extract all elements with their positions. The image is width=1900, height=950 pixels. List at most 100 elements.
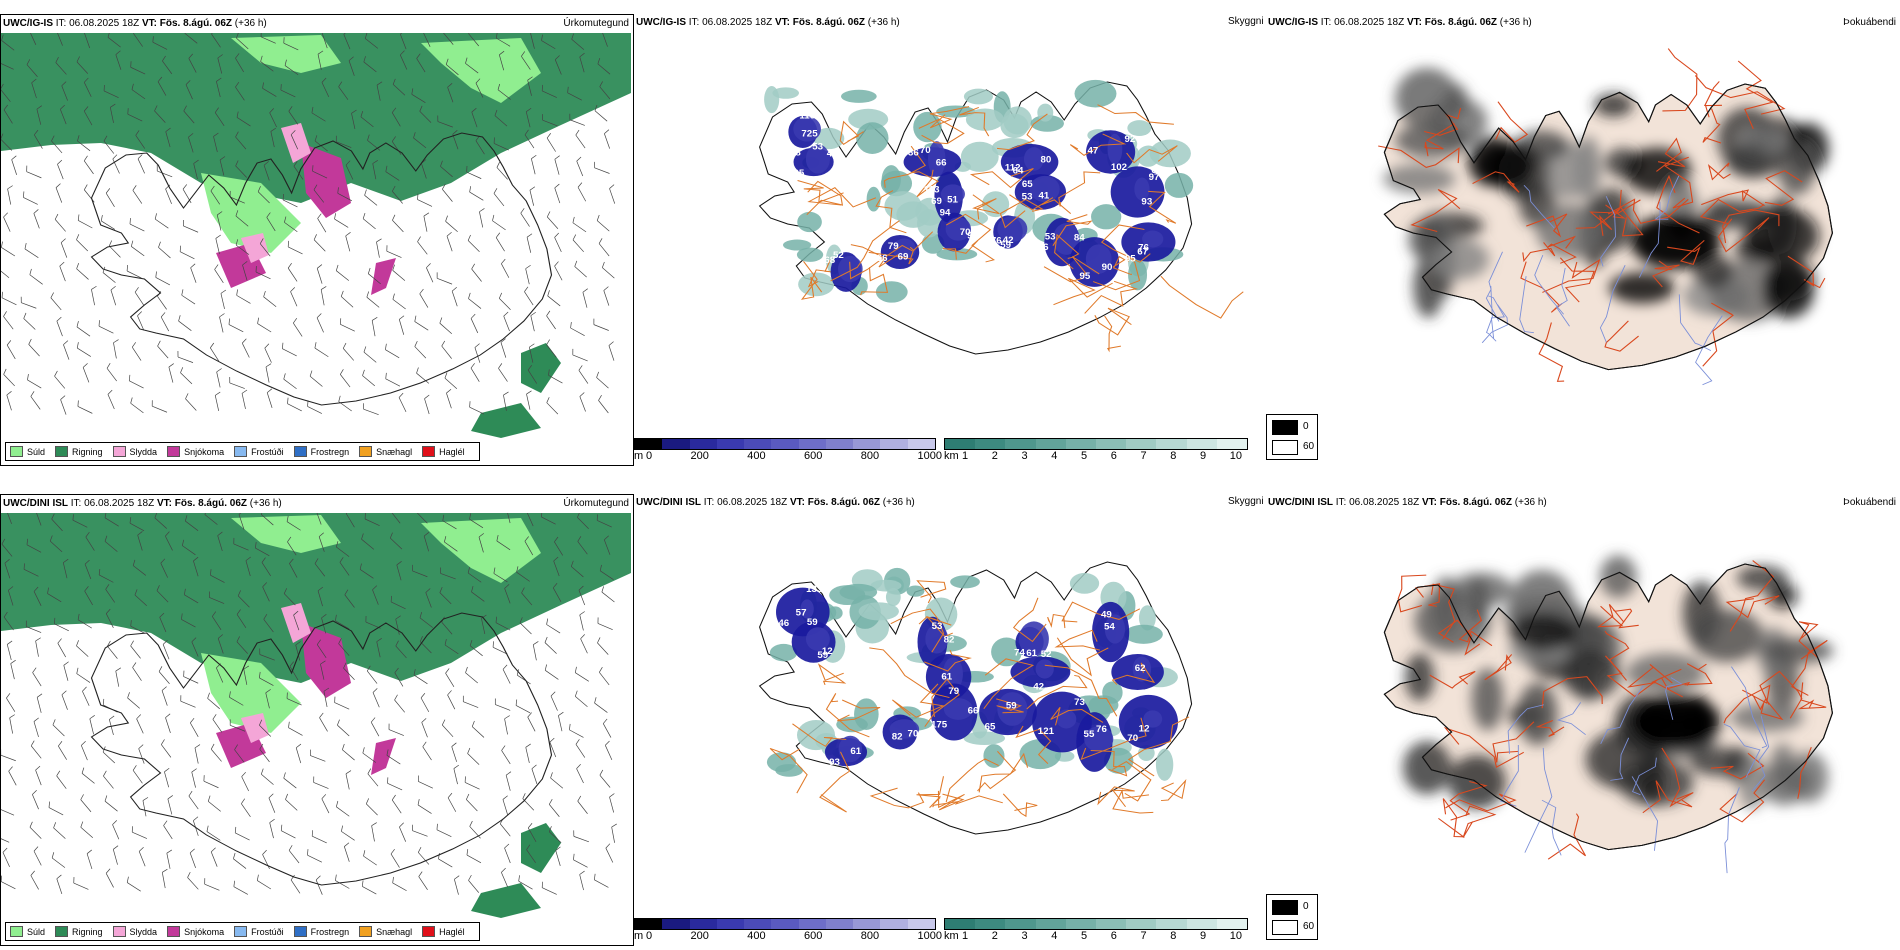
wind-barb bbox=[49, 540, 63, 553]
wind-barb bbox=[51, 518, 63, 532]
wind-barb-flag bbox=[338, 81, 343, 87]
wind-barb-flag bbox=[237, 590, 241, 596]
wind-barb bbox=[203, 780, 219, 789]
legend-swatch bbox=[293, 446, 307, 457]
road bbox=[1492, 721, 1535, 763]
cloud-base-value: 65 bbox=[1022, 179, 1033, 189]
wind-barb-flag bbox=[77, 214, 80, 221]
wind-barb-flag bbox=[578, 365, 583, 371]
road bbox=[769, 747, 808, 794]
wind-barb bbox=[317, 54, 322, 70]
wind-barb bbox=[572, 354, 588, 362]
wind-barb-flag bbox=[207, 692, 210, 699]
fog-index-shading bbox=[1383, 67, 1829, 322]
wind-barb bbox=[529, 347, 534, 363]
wind-barb bbox=[55, 187, 63, 203]
wind-barb bbox=[611, 827, 615, 843]
wind-barb-flag bbox=[367, 768, 372, 774]
wind-barb bbox=[6, 394, 12, 411]
wind-barb bbox=[603, 539, 611, 555]
wind-barb bbox=[182, 545, 196, 556]
colorbar-segment bbox=[771, 919, 799, 929]
fog-index-area bbox=[1762, 637, 1834, 664]
wind-barb-flag bbox=[601, 586, 604, 593]
wind-barb bbox=[152, 405, 168, 413]
wind-barb bbox=[554, 265, 563, 281]
wind-barb bbox=[281, 830, 296, 839]
wind-barb-flag bbox=[548, 798, 553, 805]
wind-barb bbox=[52, 724, 65, 737]
wind-barb-flag bbox=[235, 160, 239, 167]
wind-barb bbox=[184, 594, 199, 604]
wind-barb bbox=[217, 638, 224, 654]
wind-barb-flag bbox=[129, 517, 132, 524]
wind-barb-flag bbox=[245, 556, 251, 561]
wind-barb bbox=[58, 745, 67, 760]
wind-barb bbox=[23, 318, 36, 330]
wind-barb-flag bbox=[105, 608, 111, 614]
wind-barb-flag bbox=[57, 159, 63, 165]
wind-barb bbox=[531, 158, 536, 175]
wind-barb-flag bbox=[105, 188, 111, 194]
wind-barb bbox=[442, 188, 453, 202]
wind-barb-flag bbox=[165, 127, 171, 132]
wind-barb bbox=[76, 673, 91, 683]
colorbar-tick: 10 bbox=[1229, 930, 1242, 942]
cloud-base-blob-inner bbox=[805, 627, 830, 651]
wind-barb-flag bbox=[190, 263, 196, 269]
wind-barb bbox=[417, 199, 433, 207]
wind-barb bbox=[184, 33, 198, 44]
wind-barb bbox=[259, 243, 271, 257]
wind-barb-flag bbox=[340, 290, 344, 297]
wind-barb-flag bbox=[32, 667, 37, 673]
cloud-base-blob-inner bbox=[1052, 223, 1080, 255]
wind-barb-flag bbox=[341, 825, 344, 832]
road bbox=[1445, 793, 1517, 812]
road bbox=[1112, 789, 1154, 814]
road bbox=[1541, 676, 1603, 709]
road bbox=[983, 658, 1035, 710]
cloud-base-value: 76 bbox=[1096, 724, 1107, 734]
wind-barb bbox=[2, 852, 10, 868]
wind-barb-flag bbox=[243, 665, 250, 670]
wind-barb bbox=[412, 570, 428, 578]
wind-barb bbox=[395, 619, 400, 635]
wind-barb-flag bbox=[494, 109, 498, 116]
wind-barb bbox=[345, 164, 354, 180]
fog-index-core bbox=[1630, 214, 1721, 269]
wind-barb-flag bbox=[372, 585, 378, 591]
wind-barb bbox=[499, 54, 505, 71]
wind-barb bbox=[54, 219, 66, 232]
cloud-base-value: 41 bbox=[1038, 191, 1049, 201]
wind-barb bbox=[390, 853, 400, 868]
visibility-patch bbox=[885, 588, 901, 607]
wind-barb bbox=[314, 563, 326, 577]
wind-barb-flag bbox=[578, 585, 584, 591]
wind-barb-flag bbox=[575, 739, 580, 745]
wind-barb-flag bbox=[319, 712, 324, 718]
panel-title: Úrkomutegund bbox=[563, 498, 629, 509]
road bbox=[1458, 609, 1493, 647]
colorbar-tick: 10 bbox=[1229, 450, 1242, 462]
cloud-base-value: 68 bbox=[824, 255, 835, 265]
wind-barb-flag bbox=[161, 686, 167, 691]
road bbox=[1701, 189, 1765, 207]
wind-barb bbox=[524, 291, 534, 306]
wind-barb-flag bbox=[137, 154, 143, 160]
road bbox=[924, 650, 972, 672]
wind-barb bbox=[469, 406, 485, 415]
visibility-patch bbox=[827, 606, 843, 620]
wind-barb bbox=[105, 613, 114, 629]
wind-barb-flag bbox=[234, 826, 237, 833]
cloud-panel-title: Skyggni bbox=[1228, 496, 1264, 507]
wind-barb-flag bbox=[180, 367, 184, 373]
wind-barb-flag bbox=[104, 535, 108, 542]
wind-barb bbox=[157, 81, 167, 96]
wind-barb bbox=[261, 774, 274, 785]
wind-barb bbox=[492, 220, 506, 231]
river bbox=[1524, 747, 1553, 853]
road bbox=[972, 194, 1000, 220]
wind-barb-flag bbox=[185, 393, 189, 399]
wind-barb-flag bbox=[60, 395, 66, 400]
wind-barb bbox=[416, 372, 430, 384]
